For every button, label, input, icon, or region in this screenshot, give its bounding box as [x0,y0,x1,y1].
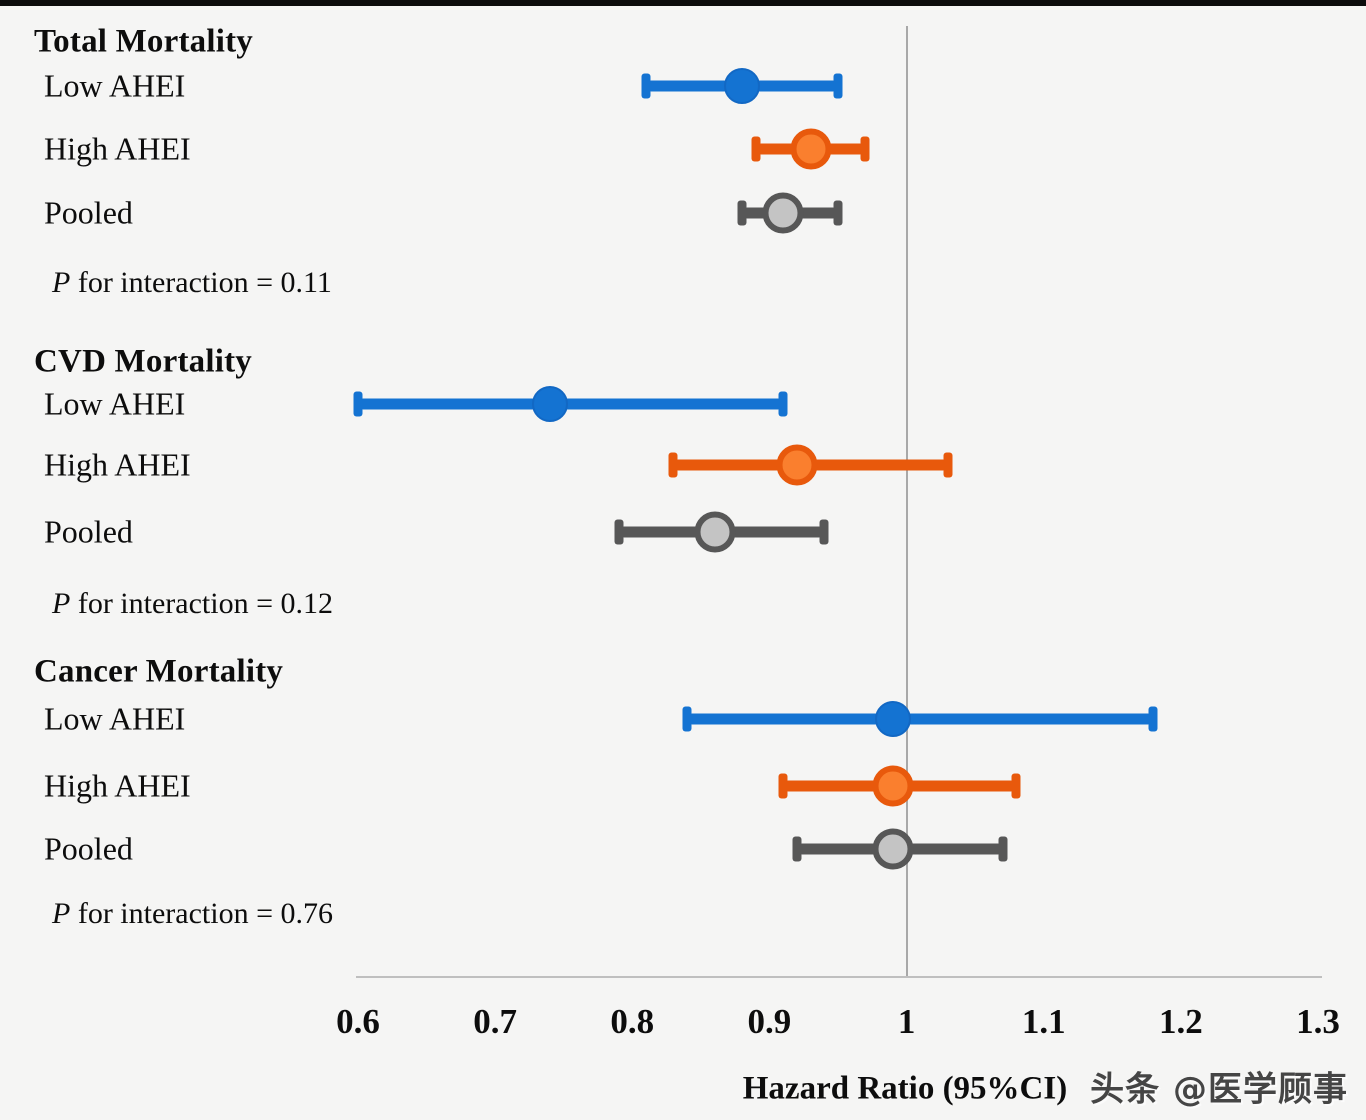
ci-cap-low [737,200,747,226]
row-label: Low AHEI [44,700,186,737]
p-symbol: P [52,587,71,620]
p-symbol: P [52,897,71,930]
x-tick-label: 0.9 [747,1002,792,1041]
row-label: Low AHEI [44,67,186,104]
x-tick-label: 1 [897,1002,916,1041]
ci-line [687,713,1154,725]
section-header: CVD Mortality [34,343,252,380]
ci-cap-low [668,452,678,478]
ci-cap-high [860,136,870,162]
ci-cap-high [833,200,843,226]
p-text: for interaction = 0.11 [70,266,332,299]
p-interaction-label: P for interaction = 0.12 [52,587,333,621]
row-label: Pooled [44,194,133,231]
row-label: High AHEI [44,446,191,483]
point-marker [762,192,804,234]
p-symbol: P [52,266,71,299]
row-label: Low AHEI [44,385,186,422]
row-label: Pooled [44,830,133,867]
ci-cap-low [778,773,788,799]
ci-cap-high [819,519,829,545]
point-marker [724,68,760,104]
watermark: 头条 @医学顾事 [1090,1069,1348,1110]
x-tick-label: 0.6 [336,1002,380,1041]
point-marker [872,828,914,870]
ci-cap-low [614,519,624,545]
ci-cap-low [751,136,761,162]
row-label: Pooled [44,513,133,550]
p-text: for interaction = 0.76 [70,897,334,930]
ci-line [358,398,784,410]
reference-line [905,26,908,976]
x-axis-line [356,976,1322,978]
point-marker [776,444,818,486]
p-interaction-label: P for interaction = 0.11 [52,266,332,300]
row-label: High AHEI [44,767,191,804]
p-text: for interaction = 0.12 [70,587,334,620]
point-marker [694,511,736,553]
top-border-bar [0,0,1366,6]
section-header: Total Mortality [34,23,253,60]
x-axis-title: Hazard Ratio (95%CI) [742,1070,1068,1107]
ci-cap-high [778,391,788,417]
ci-cap-high [943,452,953,478]
x-tick-label: 0.8 [610,1002,655,1041]
section-header: Cancer Mortality [34,653,284,690]
ci-cap-low [353,391,363,417]
point-marker [874,701,911,737]
point-marker [532,386,568,422]
row-label: High AHEI [44,130,191,167]
ci-cap-high [833,73,843,99]
x-tick-label: 1.3 [1296,1002,1340,1041]
ci-cap-high [998,836,1008,862]
x-tick-label: 1.1 [1021,1002,1066,1041]
p-interaction-label: P for interaction = 0.76 [52,897,333,931]
x-tick-label: 0.7 [473,1002,518,1041]
ci-cap-low [682,706,692,732]
x-tick-label: 1.2 [1158,1002,1203,1041]
ci-cap-low [792,836,802,862]
point-marker [790,128,832,170]
ci-cap-high [1148,706,1158,732]
ci-cap-high [1011,773,1021,799]
point-marker [872,765,914,807]
ci-cap-low [641,73,651,99]
